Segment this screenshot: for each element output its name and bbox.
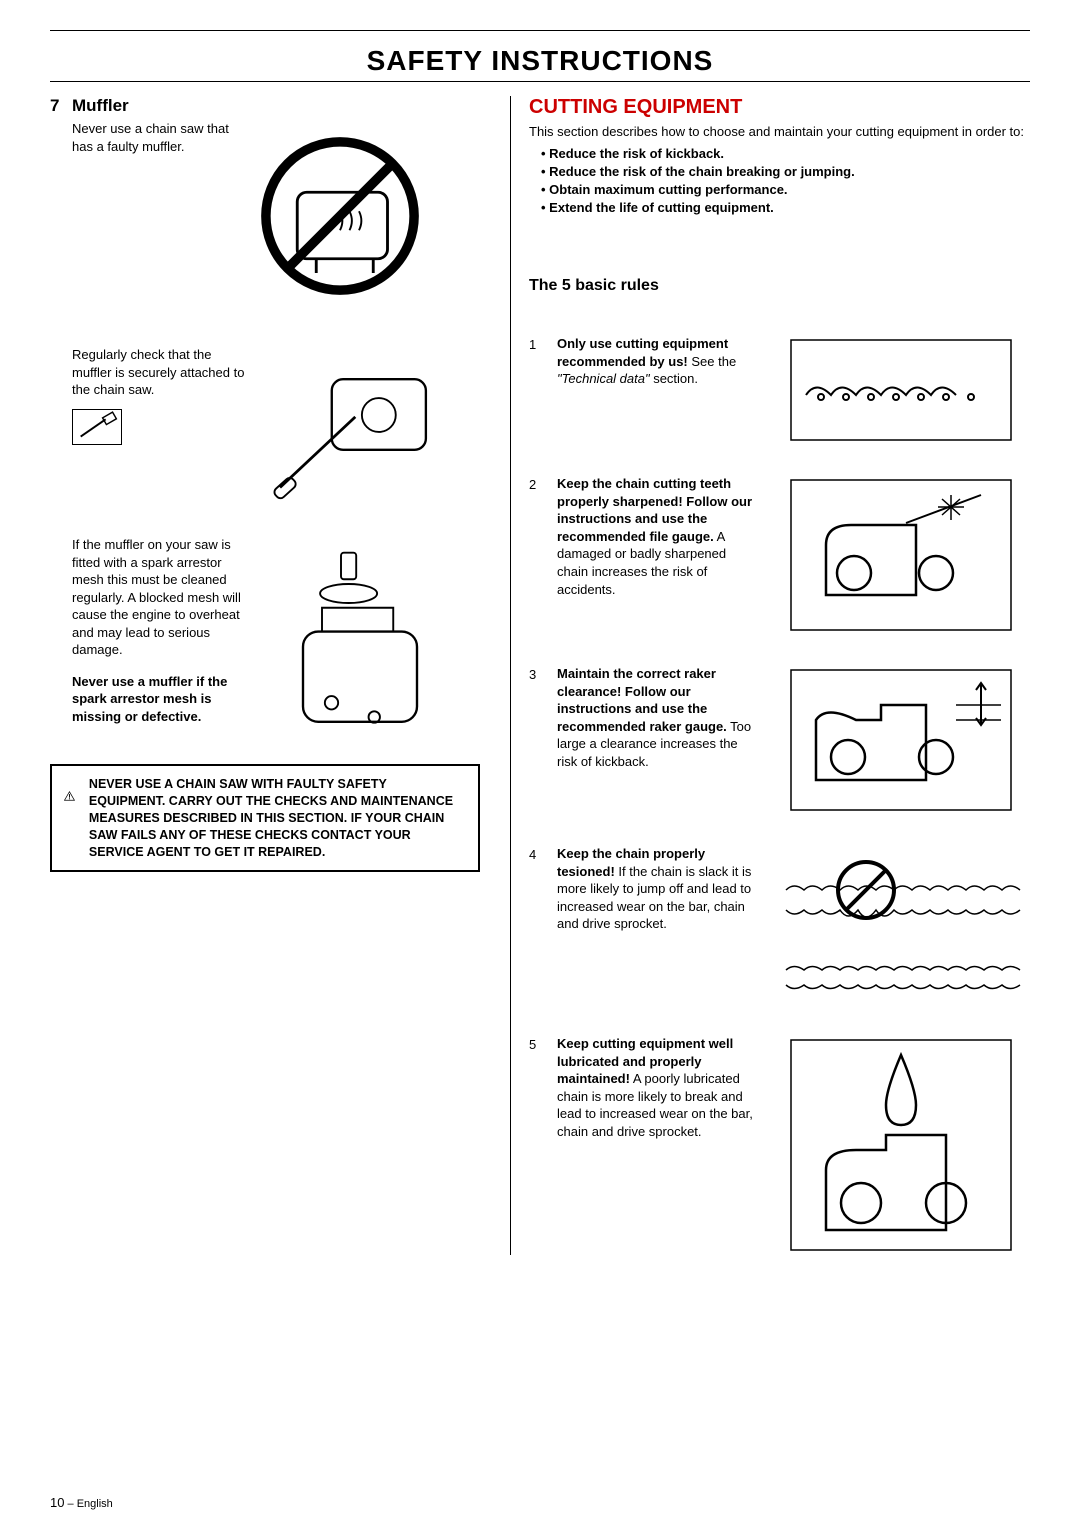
right-column: CUTTING EQUIPMENT This section describes… [510, 96, 1030, 1255]
rule-italic: "Technical data" [557, 371, 650, 386]
rule-text: Keep cutting equipment well lubricated a… [557, 1035, 757, 1140]
chain-links-icon [771, 335, 1030, 445]
muffler-p2: Regularly check that the muffler is secu… [72, 346, 250, 399]
spark-mesh-icon [260, 536, 460, 746]
screwdriver-muffler-icon [260, 346, 460, 516]
bullet-item: Obtain maximum cutting performance. [541, 181, 1030, 199]
chain-tension-icon [771, 845, 1030, 1005]
page-number: 10 [50, 1495, 64, 1510]
rule-number: 5 [529, 1035, 543, 1052]
warning-triangle-icon [64, 776, 75, 816]
cutting-intro: This section describes how to choose and… [529, 123, 1030, 141]
sharpen-tooth-icon [771, 475, 1030, 635]
rule-number: 1 [529, 335, 543, 352]
rule-row: 2 Keep the chain cutting teeth properly … [529, 475, 1030, 635]
bullet-item: Extend the life of cutting equipment. [541, 199, 1030, 217]
section-number: 7 [50, 96, 68, 116]
rule-row: 1 Only use cutting equipment recommended… [529, 335, 1030, 445]
rule-text: Keep the chain properly tesioned! If the… [557, 845, 757, 933]
rule-row: 5 Keep cutting equipment well lubricated… [529, 1035, 1030, 1255]
rule-text: Only use cutting equipment recommended b… [557, 335, 757, 388]
prohibited-muffler-icon [240, 116, 440, 316]
muffler-p4: Never use a muffler if the spark arresto… [72, 673, 250, 726]
rule-number: 2 [529, 475, 543, 492]
rule-text: Keep the chain cutting teeth properly sh… [557, 475, 757, 598]
page-title: SAFETY INSTRUCTIONS [50, 39, 1030, 82]
muffler-p1: Never use a chain saw that has a faulty … [50, 116, 230, 316]
footer-lang: – English [64, 1498, 112, 1510]
rule-number: 3 [529, 665, 543, 682]
rules-title: The 5 basic rules [529, 277, 1030, 295]
rule-rest: See the [688, 354, 736, 369]
page-footer: 10 – English [50, 1495, 113, 1510]
rule-row: 4 Keep the chain properly tesioned! If t… [529, 845, 1030, 1005]
bullet-item: Reduce the risk of the chain breaking or… [541, 163, 1030, 181]
warning-text: NEVER USE A CHAIN SAW WITH FAULTY SAFETY… [89, 776, 466, 860]
rule-row: 3 Maintain the correct raker clearance! … [529, 665, 1030, 815]
brush-icon [72, 409, 122, 445]
raker-gauge-icon [771, 665, 1030, 815]
cutting-title: CUTTING EQUIPMENT [529, 96, 1030, 119]
lubrication-icon [771, 1035, 1030, 1255]
warning-box: NEVER USE A CHAIN SAW WITH FAULTY SAFETY… [50, 764, 480, 872]
cutting-bullets: Reduce the risk of kickback. Reduce the … [529, 145, 1030, 218]
section-title-muffler: Muffler [72, 96, 129, 116]
bullet-item: Reduce the risk of kickback. [541, 145, 1030, 163]
rule-text: Maintain the correct raker clearance! Fo… [557, 665, 757, 770]
rule-bold: Maintain the correct raker clearance! Fo… [557, 666, 727, 734]
rule-rest2: section. [650, 371, 698, 386]
muffler-section: 7 Muffler Never use a chain saw that has… [50, 96, 480, 746]
muffler-p3: If the muffler on your saw is fitted wit… [72, 536, 250, 659]
left-column: 7 Muffler Never use a chain saw that has… [50, 96, 480, 1255]
rule-number: 4 [529, 845, 543, 862]
